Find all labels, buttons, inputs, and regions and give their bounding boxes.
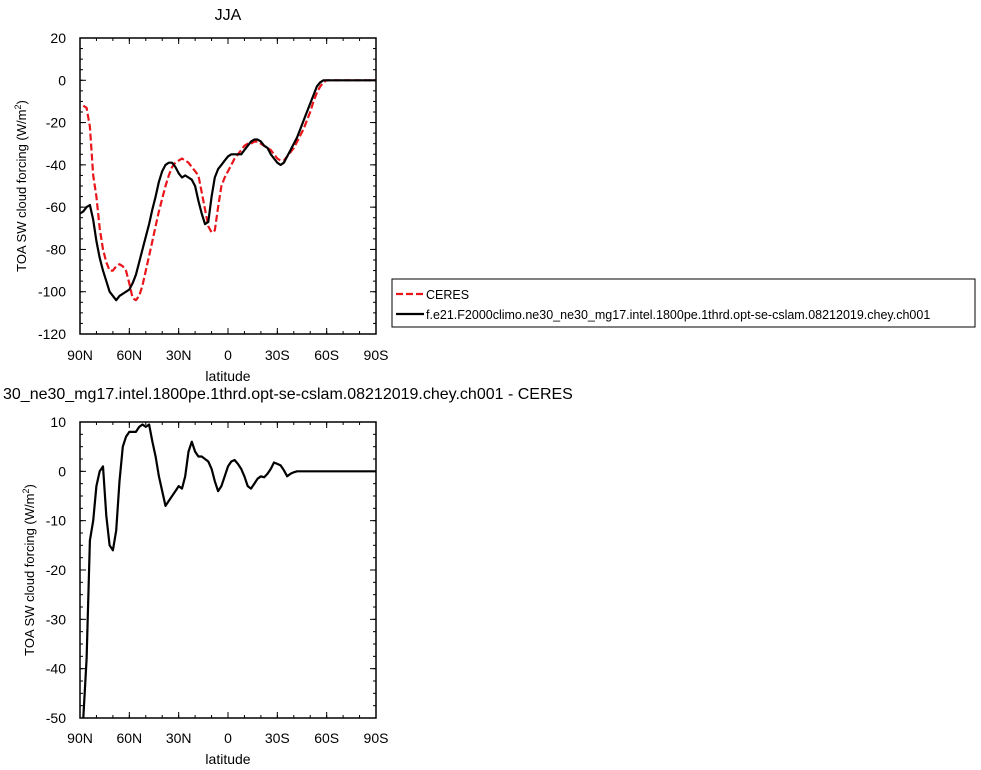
y-tick-label: -40 [46,157,66,173]
x-tick-label: 0 [224,347,232,363]
chart-panel-2: 30_ne30_mg17.intel.1800pe.1thrd.opt-se-c… [3,386,573,767]
y-axis-label-main: TOA SW cloud forcing (W/m [22,494,37,656]
x-tick-label: 90N [67,347,93,363]
x-tick-label: 0 [224,730,232,746]
y-tick-label: 20 [50,30,66,46]
y-tick-label: -60 [46,199,66,215]
chart-title: 30_ne30_mg17.intel.1800pe.1thrd.opt-se-c… [3,386,573,403]
y-tick-label: 0 [58,72,66,88]
x-axis-label: latitude [205,751,250,767]
series-line-2 [80,79,376,302]
y-tick-label: -20 [46,115,66,131]
y-axis-label-main: TOA SW cloud forcing (W/m [14,110,29,272]
legend-label-2: f.e21.F2000climo.ne30_ne30_mg17.intel.18… [426,308,930,322]
y-tick-label: -10 [46,513,66,529]
series-line-1 [82,423,376,718]
x-tick-label: 90N [67,730,93,746]
legend: CERES f.e21.F2000climo.ne30_ne30_mg17.int… [391,278,976,328]
y-tick-label: -20 [46,562,66,578]
y-axis-label-superscript: 2 [13,105,23,110]
y-tick-label: -30 [46,611,66,627]
y-tick-label: -50 [46,710,66,726]
x-tick-label: 30S [265,730,290,746]
y-tick-label: -80 [46,241,66,257]
x-tick-label: 30N [166,347,192,363]
legend-label-1: CERES [426,288,469,302]
y-tick-label: -120 [38,326,66,342]
y-tick-label: -40 [46,661,66,677]
x-tick-label: 60S [314,347,339,363]
x-tick-label: 60N [116,730,142,746]
y-axis-label-close: ) [22,484,37,488]
y-tick-label: 10 [50,414,66,430]
y-axis-label-close: ) [14,100,29,104]
legend-box [391,278,976,328]
x-tick-label: 90S [364,347,389,363]
y-tick-label: 0 [58,463,66,479]
y-axis-label: TOA SW cloud forcing (W/m2) [21,484,37,656]
x-axis-label: latitude [205,368,250,384]
plot-frame [79,37,377,335]
x-tick-label: 60N [116,347,142,363]
x-tick-label: 30N [166,730,192,746]
chart-panel-1: JJA 90N 60N 30N 0 30S 60S 90S 20 0 -20 -40 -60 -80 -10… [13,7,976,384]
y-axis-label: TOA SW cloud forcing (W/m2) [13,100,29,272]
x-tick-label: 90S [364,730,389,746]
x-tick-label: 60S [314,730,339,746]
x-tick-label: 30S [265,347,290,363]
series-line-1 [82,79,376,302]
y-axis-label-superscript: 2 [21,489,31,494]
y-tick-label: -100 [38,284,66,300]
chart-title: JJA [215,7,242,24]
